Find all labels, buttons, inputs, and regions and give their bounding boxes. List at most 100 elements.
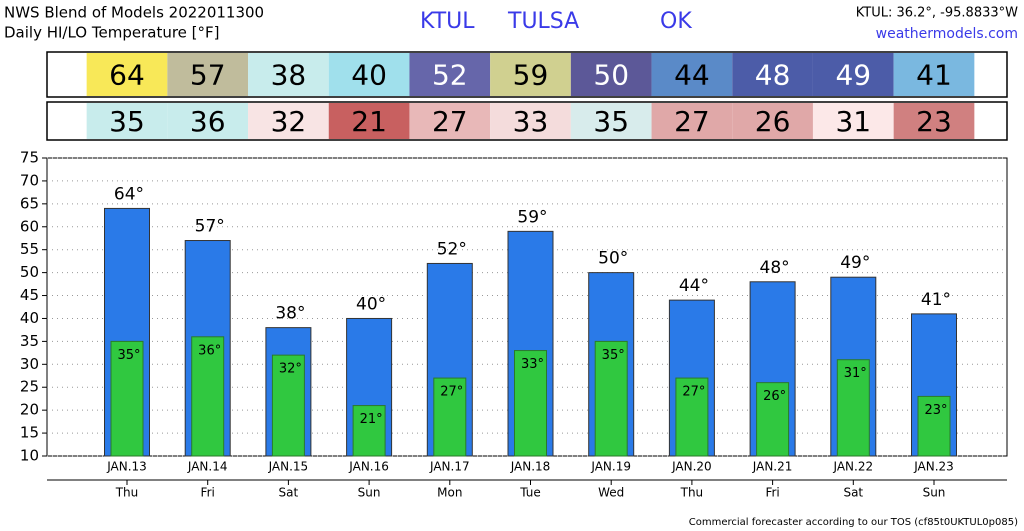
table-value: 27 — [674, 105, 710, 138]
table-cell — [328, 103, 410, 139]
table-cell — [409, 53, 491, 96]
low-bar — [271, 354, 305, 457]
y-tick-label: 15 — [20, 424, 39, 442]
table-value: 32 — [271, 105, 307, 138]
y-tick-label: 65 — [20, 194, 39, 212]
x-tick-label: JAN.16 — [348, 460, 389, 474]
high-label: 44° — [679, 276, 709, 296]
table-cell — [732, 53, 813, 96]
high-label: 48° — [760, 258, 790, 278]
table-cell — [490, 103, 571, 139]
y-tick-label: 35 — [20, 332, 39, 350]
x-tick-label: JAN.18 — [510, 460, 551, 474]
low-bar — [352, 405, 386, 457]
y-tick-label: 75 — [20, 149, 39, 167]
x-day-label: Thu — [680, 486, 704, 500]
chart-title: NWS Blend of Models 2022011300 — [4, 4, 264, 22]
x-tick-label: JAN.20 — [671, 460, 712, 474]
city: TULSA — [507, 9, 579, 34]
table-value: 33 — [513, 105, 549, 138]
table-value: 59 — [513, 59, 549, 92]
low-bar — [594, 340, 628, 457]
table-value: 40 — [351, 59, 387, 92]
table-cell — [732, 103, 813, 139]
y-tick-label: 30 — [20, 355, 39, 373]
coordinates: KTUL: 36.2°, -95.8833°W — [856, 6, 1018, 21]
table-value: 27 — [432, 105, 468, 138]
table-cell — [328, 53, 410, 96]
x-tick-label: JAN.21 — [752, 460, 793, 474]
table-value: 48 — [755, 59, 791, 92]
table-cell — [893, 53, 975, 96]
low-bar — [433, 377, 467, 457]
y-tick-label: 50 — [20, 263, 39, 281]
low-bar — [917, 395, 951, 457]
low-bar — [675, 377, 709, 457]
high-label: 38° — [275, 304, 305, 324]
low-label: 27° — [440, 385, 463, 400]
y-tick-label: 10 — [20, 447, 39, 465]
x-tick-label: JAN.13 — [106, 460, 147, 474]
table-value: 35 — [593, 105, 629, 138]
table-cell — [248, 53, 329, 96]
table-cell — [86, 103, 168, 139]
high-label: 41° — [921, 290, 951, 310]
y-tick-label: 45 — [20, 286, 39, 304]
x-tick-label: JAN.14 — [187, 460, 228, 474]
table-value: 31 — [835, 105, 871, 138]
high-label: 57° — [195, 217, 225, 237]
high-label: 52° — [437, 239, 467, 259]
table-value: 57 — [190, 59, 226, 92]
high-label: 59° — [517, 207, 547, 227]
low-bar — [514, 350, 547, 457]
table-cell — [248, 103, 329, 139]
y-tick-label: 70 — [20, 171, 39, 189]
low-label: 32° — [279, 362, 302, 377]
x-day-label: Wed — [598, 486, 624, 500]
site: weathermodels.com — [876, 26, 1018, 42]
low-label: 36° — [198, 343, 221, 358]
low-bar — [191, 336, 225, 457]
table-value: 44 — [674, 59, 710, 92]
low-label: 31° — [844, 366, 867, 381]
low-label: 35° — [602, 348, 625, 363]
table-value: 23 — [916, 105, 952, 138]
state: OK — [660, 9, 692, 34]
x-day-label: Thu — [115, 486, 139, 500]
table-value: 50 — [593, 59, 629, 92]
low-label: 21° — [360, 412, 383, 427]
low-bar — [110, 340, 144, 457]
low-label: 23° — [924, 403, 947, 418]
x-day-label: Fri — [765, 486, 779, 500]
table-value: 49 — [835, 59, 871, 92]
chart-subtitle: Daily HI/LO Temperature [°F] — [4, 24, 220, 42]
x-tick-label: JAN.19 — [590, 460, 631, 474]
table-cell — [86, 53, 168, 96]
low-label: 33° — [521, 357, 544, 372]
table-cell — [651, 103, 733, 139]
x-day-label: Sat — [279, 486, 299, 500]
table-value: 64 — [109, 59, 145, 92]
table-cell — [893, 103, 975, 139]
table-value: 36 — [190, 105, 226, 138]
y-tick-label: 55 — [20, 240, 39, 258]
table-cell — [651, 53, 733, 96]
x-tick-label: JAN.22 — [832, 460, 873, 474]
table-cell — [570, 103, 652, 139]
table-cell — [167, 103, 249, 139]
table-cell — [490, 53, 571, 96]
high-label: 40° — [356, 294, 386, 314]
table-value: 52 — [432, 59, 468, 92]
y-tick-label: 20 — [20, 401, 39, 419]
y-tick-label: 25 — [20, 378, 39, 396]
x-day-label: Sat — [843, 486, 863, 500]
x-day-label: Sun — [923, 486, 946, 500]
low-bar — [836, 359, 870, 457]
table-cell — [570, 53, 652, 96]
table-value: 41 — [916, 59, 952, 92]
table-cell — [167, 53, 249, 96]
high-label: 49° — [840, 253, 870, 273]
x-tick-label: JAN.15 — [268, 460, 309, 474]
low-bar — [756, 382, 790, 457]
